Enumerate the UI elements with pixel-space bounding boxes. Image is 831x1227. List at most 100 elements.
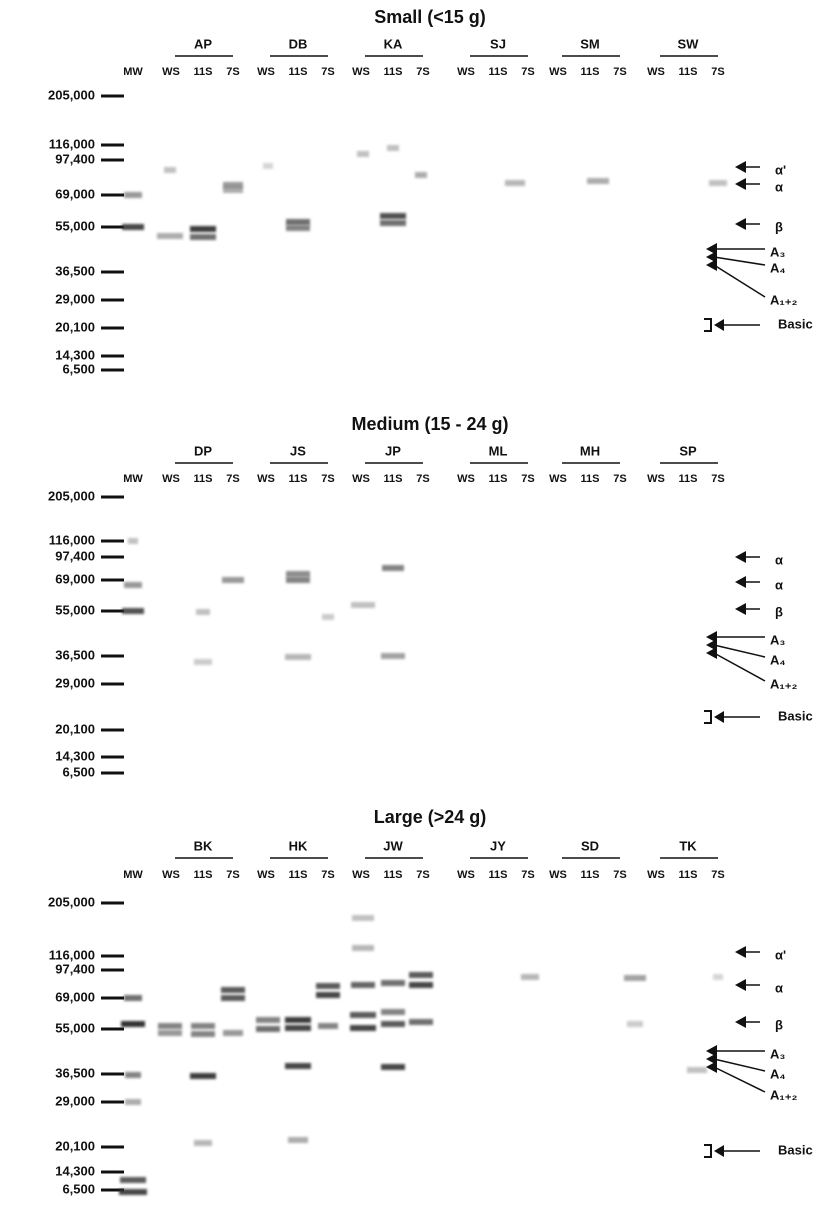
lane-label: 7S	[416, 869, 429, 881]
lane-label: 7S	[613, 473, 626, 485]
band	[256, 1026, 280, 1032]
arrow-head	[735, 218, 746, 230]
marker-label: 6,500	[62, 1181, 95, 1196]
marker-label: 6,500	[62, 764, 95, 779]
band	[387, 145, 399, 151]
arrow-head	[706, 1061, 717, 1073]
lane-label: WS	[162, 66, 180, 78]
band	[288, 1137, 308, 1143]
annotation: α	[775, 980, 783, 995]
band	[190, 226, 216, 232]
group-label: DP	[194, 443, 212, 458]
lane-label: 11S	[194, 473, 213, 485]
lane-label: 11S	[194, 66, 213, 78]
annotation: A₄	[770, 652, 786, 667]
band	[352, 915, 374, 921]
lane-label: 11S	[289, 473, 308, 485]
bracket	[704, 710, 712, 724]
band	[409, 1019, 433, 1025]
lane-label: WS	[257, 473, 275, 485]
band	[316, 992, 340, 998]
band	[122, 608, 144, 614]
group-label: DB	[289, 36, 308, 51]
band	[128, 538, 138, 544]
band	[223, 1030, 243, 1036]
lane-label: 7S	[521, 66, 534, 78]
lane-label: MW	[123, 66, 143, 78]
annotation: β	[775, 604, 783, 619]
arrow-head	[735, 979, 746, 991]
lane-label: 11S	[194, 869, 213, 881]
lane-label: 11S	[679, 869, 698, 881]
lane-label: 7S	[321, 66, 334, 78]
annotation: α	[775, 179, 783, 194]
marker-label: 205,000	[48, 894, 95, 909]
band	[505, 180, 525, 186]
marker-label: 20,100	[55, 721, 95, 736]
lane-label: WS	[352, 66, 370, 78]
band	[158, 1030, 182, 1036]
band	[350, 1025, 376, 1031]
band	[709, 180, 727, 186]
arrow-head	[735, 603, 746, 615]
band	[125, 1099, 141, 1105]
marker-label: 69,000	[55, 571, 95, 586]
lane-label: 11S	[384, 869, 403, 881]
lane-label: WS	[549, 473, 567, 485]
lane-label: 7S	[711, 869, 724, 881]
band	[223, 187, 243, 193]
annotation: β	[775, 1017, 783, 1032]
marker-label: 97,400	[55, 961, 95, 976]
band	[122, 224, 144, 230]
lane-label: WS	[647, 66, 665, 78]
annotation: A₁₊₂	[770, 1087, 798, 1102]
arrow-head	[735, 551, 746, 563]
group-label: SP	[679, 443, 697, 458]
arrow-head	[735, 178, 746, 190]
marker-label: 55,000	[55, 1020, 95, 1035]
band	[256, 1017, 280, 1023]
group-label: JY	[490, 838, 506, 853]
arrow-head	[735, 576, 746, 588]
band	[125, 1072, 141, 1078]
arrow-line	[713, 652, 766, 682]
band	[381, 1064, 405, 1070]
lane-label: WS	[647, 473, 665, 485]
lane-label: WS	[457, 66, 475, 78]
lane-label: 7S	[521, 869, 534, 881]
band	[687, 1067, 707, 1073]
band	[286, 571, 310, 577]
group-label: MH	[580, 443, 600, 458]
marker-label: 20,100	[55, 1138, 95, 1153]
group-label: TK	[679, 838, 697, 853]
group-label: SJ	[490, 36, 506, 51]
group-label: JS	[290, 443, 306, 458]
lane-label: 7S	[226, 66, 239, 78]
band	[415, 172, 427, 178]
band	[381, 1009, 405, 1015]
band	[263, 163, 273, 169]
lane-label: 11S	[384, 473, 403, 485]
annotation: A₄	[770, 1066, 786, 1081]
panel-title: Small (<15 g)	[374, 7, 486, 27]
band	[521, 974, 539, 980]
band	[350, 1012, 376, 1018]
marker-label: 69,000	[55, 186, 95, 201]
band	[380, 213, 406, 219]
lane-label: WS	[457, 473, 475, 485]
lane-label: 7S	[416, 473, 429, 485]
lane-label: 7S	[613, 869, 626, 881]
band	[191, 1023, 215, 1029]
band	[285, 1063, 311, 1069]
marker-label: 14,300	[55, 347, 95, 362]
annotation: A₁₊₂	[770, 292, 798, 307]
lane-label: 11S	[581, 473, 600, 485]
band	[222, 577, 244, 583]
lane-label: 11S	[581, 66, 600, 78]
annotation: α	[775, 552, 783, 567]
marker-label: 69,000	[55, 989, 95, 1004]
arrow-head	[706, 647, 717, 659]
band	[124, 582, 142, 588]
lane-label: WS	[257, 869, 275, 881]
band	[713, 974, 723, 980]
